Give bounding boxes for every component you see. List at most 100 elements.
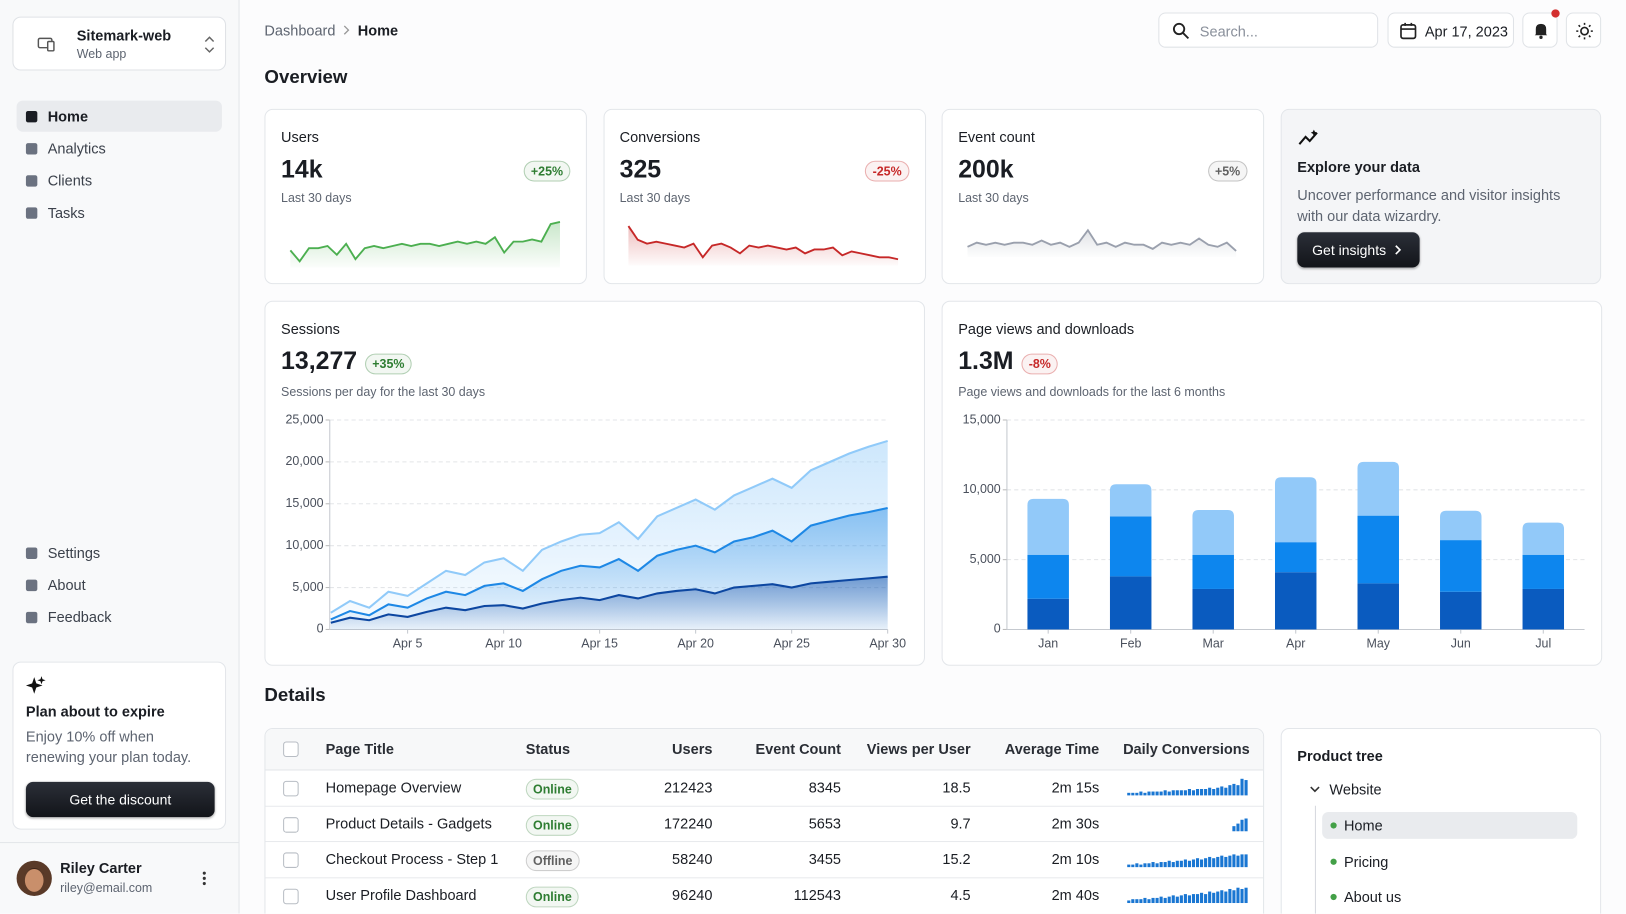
selector-chevrons: [204, 36, 215, 53]
nav-label: Tasks: [47, 204, 85, 221]
status-badge: Online: [525, 778, 580, 800]
table-header-row: [265, 729, 1264, 771]
column-header: Average Time: [1004, 740, 1100, 758]
column-header: Page Title: [325, 740, 394, 758]
row-checkbox[interactable]: [283, 741, 299, 758]
column-header: Event Count: [755, 740, 842, 758]
stat-title: Event count: [958, 128, 1035, 146]
trend-badge: +25%: [523, 160, 571, 182]
nav-item[interactable]: Settings: [17, 537, 222, 568]
date-picker[interactable]: Apr 17, 2023: [1387, 12, 1515, 48]
app-name: Sitemark-web: [76, 26, 172, 44]
theme-toggle[interactable]: [1565, 12, 1602, 48]
tree-label: About us: [1343, 889, 1402, 906]
notification-dot: [1551, 9, 1560, 18]
divider: [0, 842, 239, 844]
explore-icon: [1298, 129, 1318, 145]
promo-title: Plan about to expire: [25, 703, 165, 720]
stat-caption: Last 30 days: [281, 190, 352, 206]
row-divider: [265, 877, 1264, 879]
status-badge: Online: [525, 814, 580, 836]
table-cell: Product Details - Gadgets: [325, 814, 492, 832]
chart-title: Page views and downloads: [958, 320, 1135, 338]
nav-label: Settings: [47, 544, 101, 562]
column-header: Views per User: [866, 740, 971, 758]
user-name: Riley Carter: [60, 859, 142, 877]
trend-badge: -8%: [1021, 353, 1059, 375]
nav-item[interactable]: Tasks: [17, 197, 222, 228]
table-cell: User Profile Dashboard: [325, 886, 477, 904]
table-cell: Checkout Process - Step 1: [325, 850, 499, 868]
explore-title: Explore your data: [1297, 158, 1420, 176]
tree-dot: [1330, 822, 1337, 829]
sidebar: Sitemark-web Web app Home Analytics Client…: [0, 0, 240, 914]
nav-label: Clients: [47, 172, 93, 189]
sessions-card: Sessions 13,277 +35% Sessions per day for t…: [264, 300, 926, 666]
chart-value: 1.3M: [958, 347, 1014, 376]
table-cell: 4.5: [950, 886, 971, 904]
table-cell: 2m 15s: [1051, 778, 1100, 796]
table-cell: 15.2: [942, 850, 971, 868]
breadcrumb-item[interactable]: Dashboard: [264, 21, 336, 39]
sun-icon: [1576, 22, 1593, 40]
nav-icon: [25, 207, 38, 219]
nav-label: About: [47, 576, 86, 594]
nav-item[interactable]: Clients: [17, 165, 222, 196]
bell-icon: [1534, 23, 1548, 39]
table-cell: 5653: [808, 814, 842, 832]
search-icon: [1172, 22, 1190, 40]
date-label: Apr 17, 2023: [1424, 22, 1508, 40]
table-cell: 3455: [808, 850, 842, 868]
column-header: Status: [525, 740, 571, 758]
nav-item[interactable]: Home: [16, 100, 222, 132]
chart-title: Sessions: [281, 320, 340, 338]
tree-item[interactable]: Pricing: [1322, 848, 1577, 875]
tree-chevron[interactable]: [1309, 783, 1321, 795]
page-views-card: Page views and downloads 1.3M -8% Page view…: [941, 300, 1603, 666]
chart-value: 13,277: [281, 347, 358, 376]
notifications-button[interactable]: [1522, 12, 1558, 48]
row-checkbox[interactable]: [283, 780, 299, 797]
column-header: Users: [672, 740, 713, 758]
app-icon: [37, 37, 55, 52]
breadcrumb-current: Home: [357, 21, 399, 39]
table-cell: 18.5: [942, 778, 971, 796]
tree-dot: [1330, 858, 1337, 865]
app-selector[interactable]: Sitemark-web Web app: [12, 16, 227, 71]
user-email: riley@email.com: [60, 880, 153, 895]
row-checkbox[interactable]: [283, 888, 299, 905]
tree-root[interactable]: Website: [1329, 780, 1382, 798]
nav-item[interactable]: About: [17, 569, 222, 600]
insights-button[interactable]: Get insights: [1297, 232, 1420, 268]
table-cell: Homepage Overview: [325, 778, 462, 796]
tree-title: Product tree: [1297, 747, 1383, 765]
user-menu[interactable]: [198, 869, 210, 888]
table-cell: 96240: [672, 886, 713, 904]
stat-value: 325: [619, 155, 662, 184]
tree-label: Pricing: [1343, 853, 1389, 870]
row-checkbox[interactable]: [283, 852, 299, 869]
app-type: Web app: [76, 46, 127, 62]
tree-guide: [1314, 805, 1316, 914]
trend-badge: +5%: [1207, 160, 1248, 182]
nav-item[interactable]: Feedback: [17, 601, 222, 632]
calendar-icon: [1400, 22, 1417, 40]
stat-caption: Last 30 days: [619, 190, 691, 206]
nav-icon: [25, 579, 38, 592]
explore-card: Explore your data Uncover performance an…: [1280, 108, 1602, 285]
trend-badge: +35%: [365, 353, 412, 375]
tree-item[interactable]: Home: [1322, 811, 1578, 839]
table-cell: 8345: [808, 778, 842, 796]
search-box[interactable]: Search...: [1158, 12, 1379, 48]
row-divider: [265, 805, 1264, 807]
discount-button[interactable]: Get the discount: [25, 781, 215, 818]
tree-label: Home: [1343, 817, 1383, 834]
row-divider: [265, 841, 1264, 843]
tree-item[interactable]: About us: [1322, 884, 1577, 911]
table-cell: 9.7: [950, 814, 971, 832]
row-checkbox[interactable]: [283, 816, 299, 833]
nav-item[interactable]: Analytics: [17, 133, 222, 164]
stat-card: Users 14k +25% Last 30 days: [264, 108, 587, 285]
